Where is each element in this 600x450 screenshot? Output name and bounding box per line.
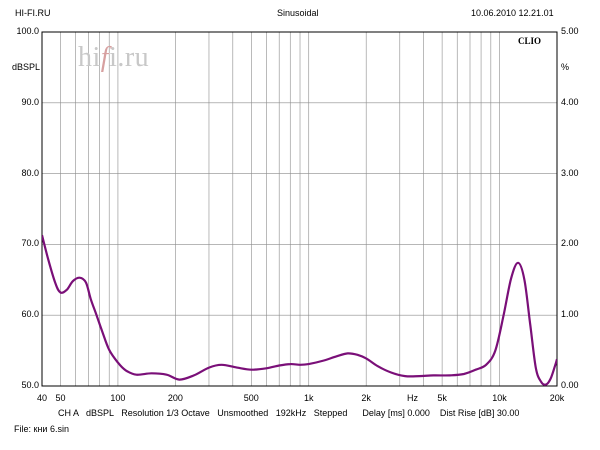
header-right: 10.06.2010 12.21.01 [471,8,554,18]
y2-tick-label: 0.00 [561,380,579,390]
grid-lines [42,32,557,386]
y-tick-label: 100.0 [16,26,39,36]
x-tick-label: 2k [361,393,371,403]
y2-tick-label: 1.00 [561,309,579,320]
file-name: File: кни 6.sin [14,424,69,434]
x-tick-label: 50 [55,393,66,403]
watermark-post: i.ru [109,42,150,73]
y-tick-label: 70.0 [21,238,39,249]
y-tick-label: 60.0 [21,309,39,320]
spl-curve [42,234,557,386]
y-tick-label: 90.0 [21,96,39,107]
x-tick-label: 500 [243,393,259,403]
curve-layer [42,234,557,386]
y-tick-label: 80.0 [21,167,39,178]
y2-tick-label: 4.00 [561,96,579,107]
x-tick-label: 40 [36,393,48,403]
x-tick-label: 20k [549,393,565,403]
y-tick-label: 50.0 [21,380,39,390]
header-center: Sinusoidal [277,8,319,18]
watermark-f: f [100,42,110,73]
brand-label: CLIO [518,36,542,46]
y2-tick-label: 5.00 [561,26,579,36]
x-tick-label: 200 [167,393,183,403]
y2-axis-label: % [561,62,570,72]
y2-tick-label: 2.00 [561,238,579,249]
x-tick-label: 100 [110,393,126,403]
header-left: HI-FI.RU [15,8,51,18]
measurement-settings: CH A dBSPL Resolution 1/3 Octave Unsmoot… [58,408,520,418]
plot-frame [41,31,558,387]
y2-tick-label: 3.00 [561,167,579,178]
watermark-logo: hifi.ru [78,42,149,74]
x-tick-label: 10k [492,393,507,403]
watermark-pre: hi [78,42,101,73]
x-tick-label: 5k [437,393,447,403]
x-tick-label: 1k [303,393,314,403]
x-unit-label: Hz [407,393,418,403]
y-axis-label: dBSPL [12,62,41,72]
